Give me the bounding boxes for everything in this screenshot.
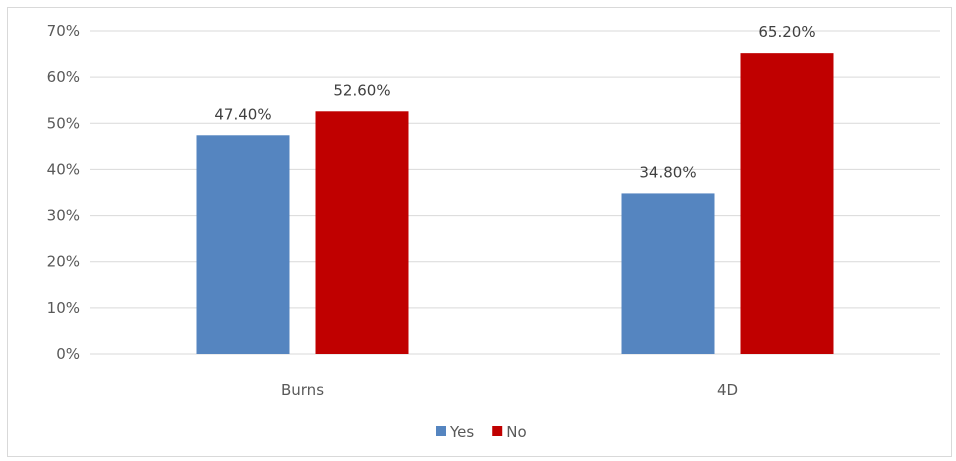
y-tick-label: 60% xyxy=(47,68,80,86)
y-axis: 0% 10% 20% 30% 40% 50% 60% 70% xyxy=(47,22,80,363)
data-label: 65.20% xyxy=(758,23,815,41)
y-tick-label: 20% xyxy=(47,253,80,271)
bar-yes-4d xyxy=(621,193,715,354)
data-labels: 47.40% 52.60% 34.80% 65.20% xyxy=(214,23,815,181)
y-tick-label: 10% xyxy=(47,299,80,317)
y-tick-label: 50% xyxy=(47,114,80,132)
y-tick-label: 0% xyxy=(56,345,80,363)
y-tick-label: 40% xyxy=(47,160,80,178)
data-label: 47.40% xyxy=(214,105,271,123)
legend-swatch-no xyxy=(492,426,503,436)
y-tick-label: 70% xyxy=(47,22,80,40)
data-label: 34.80% xyxy=(639,163,696,181)
data-label: 52.60% xyxy=(333,81,390,99)
bar-yes-burns xyxy=(196,135,290,354)
x-axis: Burns 4D xyxy=(281,381,738,399)
x-tick-label: Burns xyxy=(281,381,324,399)
legend-label-yes: Yes xyxy=(449,423,474,441)
bars xyxy=(196,53,834,355)
y-tick-label: 30% xyxy=(47,207,80,225)
legend-label-no: No xyxy=(506,423,526,441)
bar-no-4d xyxy=(740,53,834,355)
legend-swatch-yes xyxy=(436,426,446,436)
legend: Yes No xyxy=(436,423,527,441)
bar-no-burns xyxy=(315,111,409,354)
x-tick-label: 4D xyxy=(717,381,738,399)
